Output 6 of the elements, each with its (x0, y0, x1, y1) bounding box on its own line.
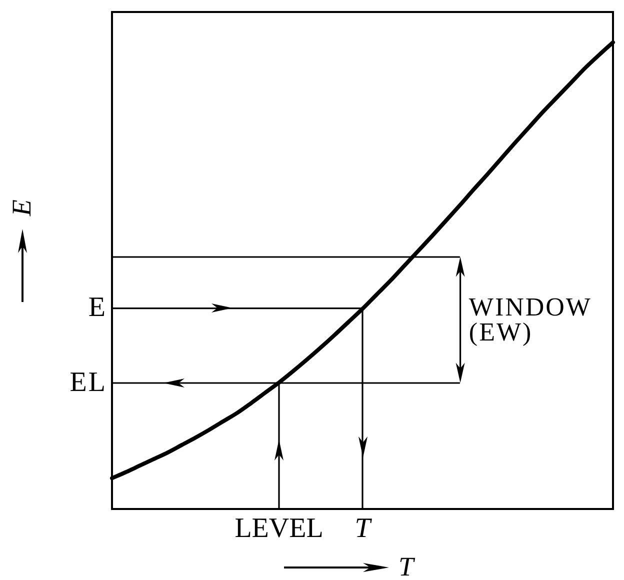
x-tick-label: LEVEL (234, 513, 324, 544)
annotation: WINDOW (EW) (468, 292, 592, 346)
x-axis-title: T (398, 552, 416, 580)
series-label: EL (70, 367, 107, 398)
series-label: E (88, 292, 107, 324)
y-axis-title: E (6, 198, 36, 216)
